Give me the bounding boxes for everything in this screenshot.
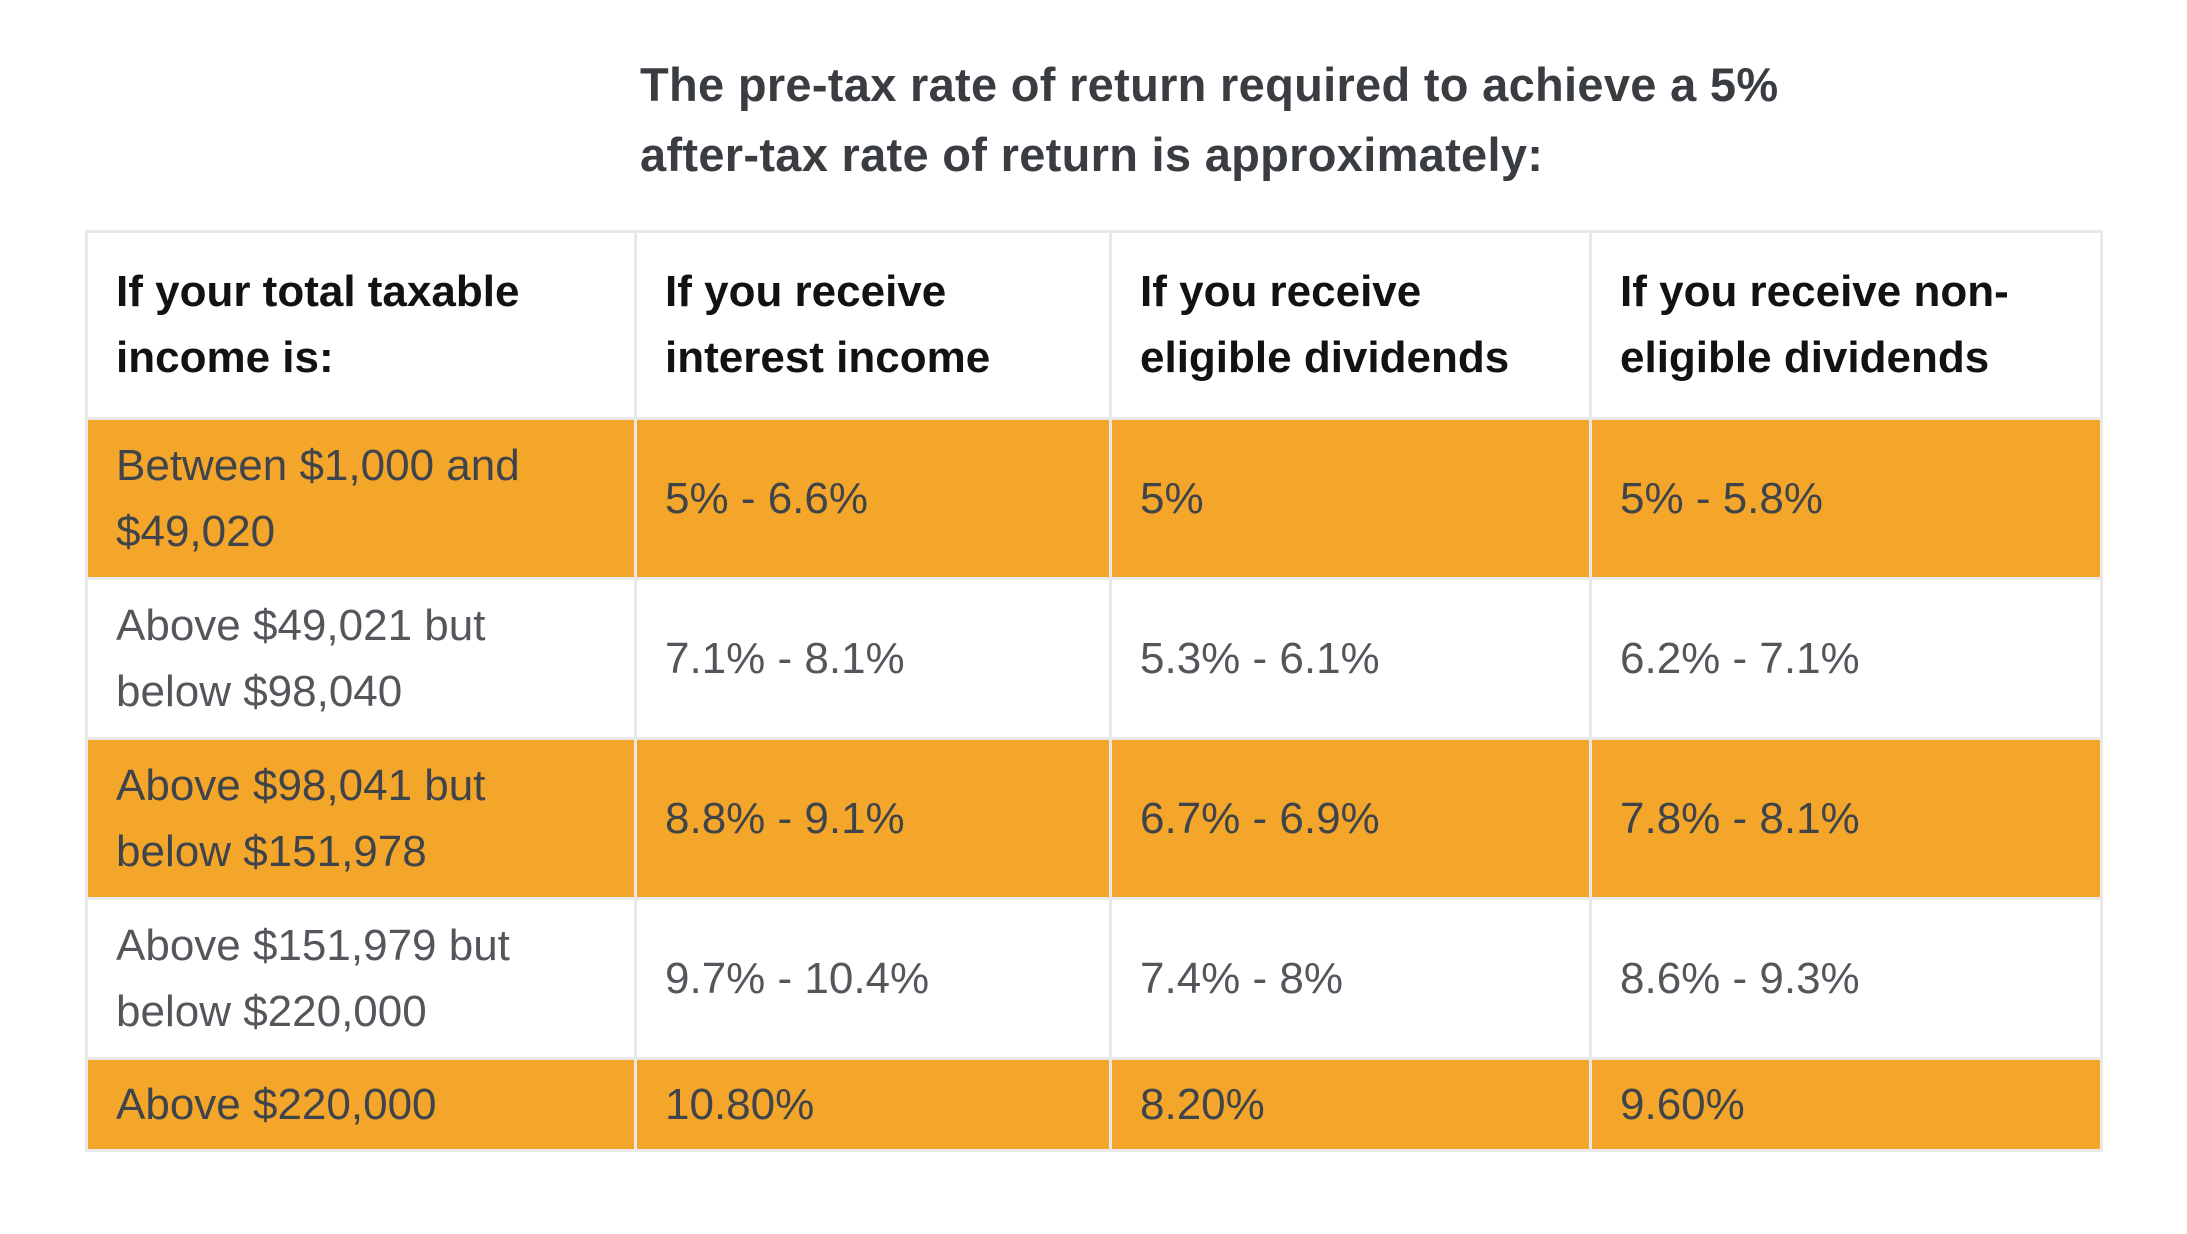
cell-income-range: Above $98,041 but below $151,978 <box>88 740 634 897</box>
header-non-eligible-dividends: If you receive non-eligible dividends <box>1592 233 2100 417</box>
title-line-1: The pre-tax rate of return required to a… <box>640 58 1779 111</box>
table-row: Between $1,000 and $49,020 5% - 6.6% 5% … <box>88 420 2100 577</box>
cell-interest-rate: 8.8% - 9.1% <box>637 740 1109 897</box>
page-title: The pre-tax rate of return required to a… <box>640 50 1778 190</box>
table-row: Above $151,979 but below $220,000 9.7% -… <box>88 900 2100 1057</box>
cell-interest-rate: 5% - 6.6% <box>637 420 1109 577</box>
header-row: If your total taxable income is: If you … <box>88 233 2100 417</box>
cell-income-range: Above $220,000 <box>88 1060 634 1149</box>
cell-non-eligible-dividend-rate: 5% - 5.8% <box>1592 420 2100 577</box>
cell-eligible-dividend-rate: 8.20% <box>1112 1060 1589 1149</box>
cell-non-eligible-dividend-rate: 8.6% - 9.3% <box>1592 900 2100 1057</box>
table-row: Above $98,041 but below $151,978 8.8% - … <box>88 740 2100 897</box>
header-taxable-income: If your total taxable income is: <box>88 233 634 417</box>
cell-non-eligible-dividend-rate: 7.8% - 8.1% <box>1592 740 2100 897</box>
cell-income-range: Above $151,979 but below $220,000 <box>88 900 634 1057</box>
cell-eligible-dividend-rate: 5.3% - 6.1% <box>1112 580 1589 737</box>
cell-income-range: Above $49,021 but below $98,040 <box>88 580 634 737</box>
cell-eligible-dividend-rate: 6.7% - 6.9% <box>1112 740 1589 897</box>
title-line-2: after-tax rate of return is approximatel… <box>640 128 1544 181</box>
header-eligible-dividends: If you receive eligible dividends <box>1112 233 1589 417</box>
pretax-return-table: If your total taxable income is: If you … <box>85 230 2103 1152</box>
cell-eligible-dividend-rate: 5% <box>1112 420 1589 577</box>
cell-income-range: Between $1,000 and $49,020 <box>88 420 634 577</box>
cell-eligible-dividend-rate: 7.4% - 8% <box>1112 900 1589 1057</box>
cell-interest-rate: 10.80% <box>637 1060 1109 1149</box>
cell-interest-rate: 7.1% - 8.1% <box>637 580 1109 737</box>
table-row: Above $49,021 but below $98,040 7.1% - 8… <box>88 580 2100 737</box>
cell-interest-rate: 9.7% - 10.4% <box>637 900 1109 1057</box>
table-row: Above $220,000 10.80% 8.20% 9.60% <box>88 1060 2100 1149</box>
cell-non-eligible-dividend-rate: 9.60% <box>1592 1060 2100 1149</box>
cell-non-eligible-dividend-rate: 6.2% - 7.1% <box>1592 580 2100 737</box>
header-interest-income: If you receive interest income <box>637 233 1109 417</box>
